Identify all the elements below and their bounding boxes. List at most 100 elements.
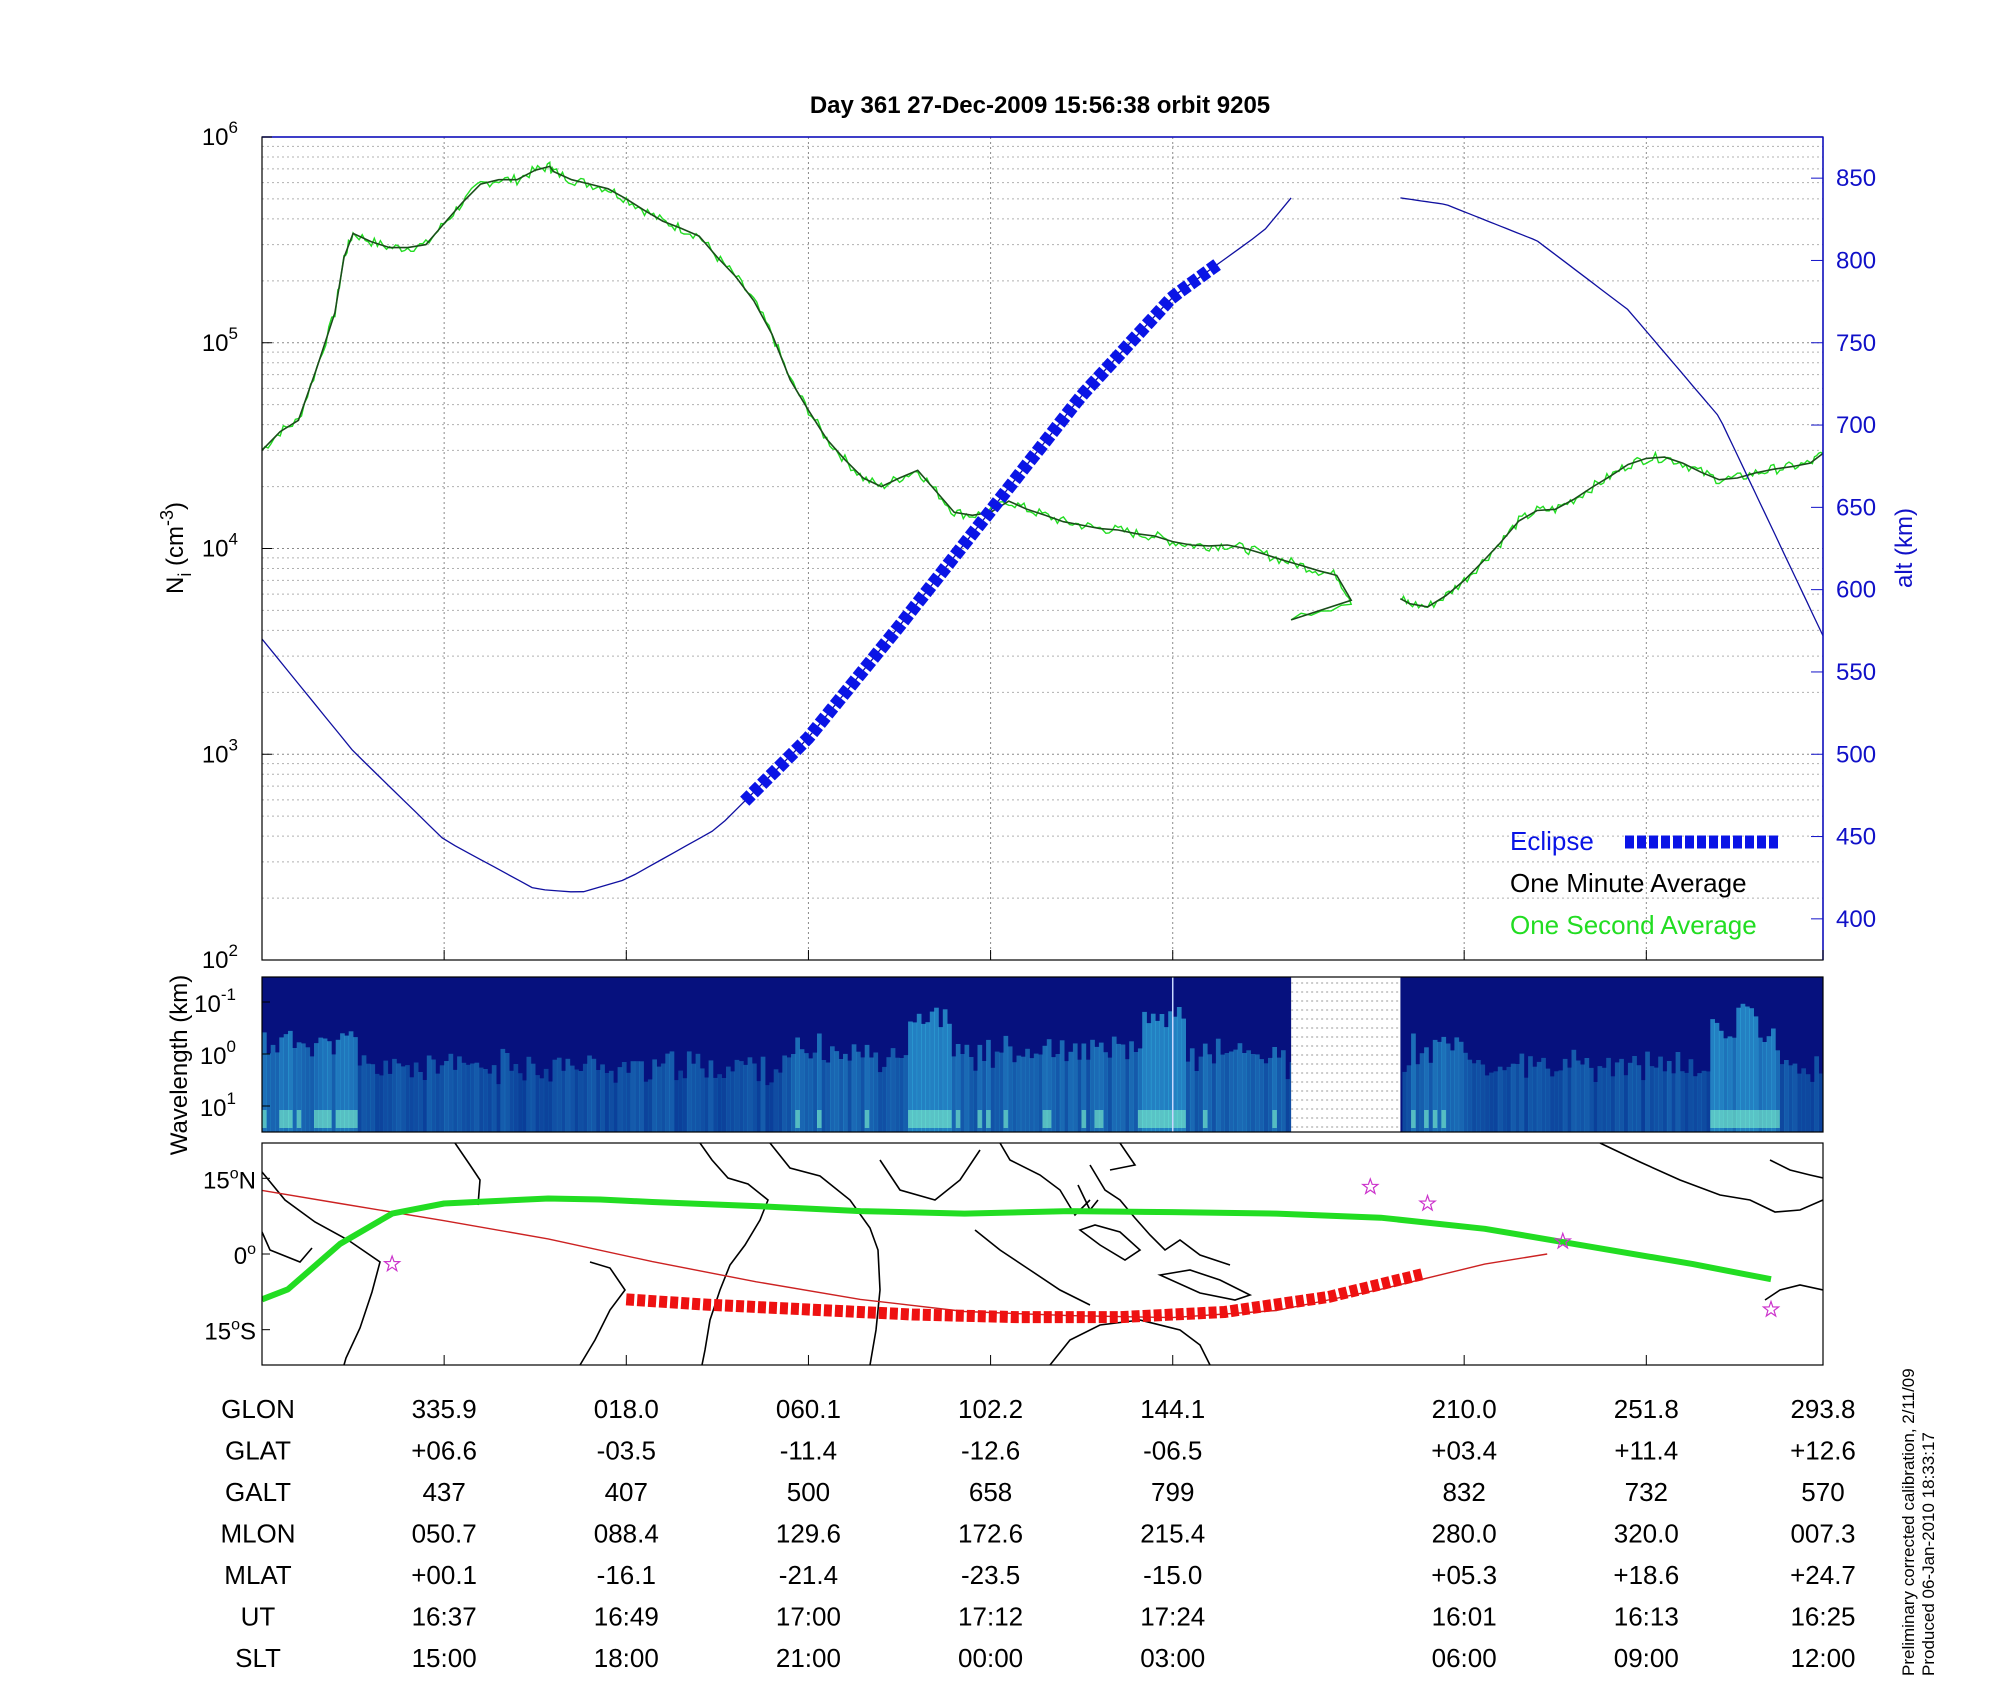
spectrogram-column: [1810, 1081, 1815, 1132]
spectrogram-hot-cell: [817, 1110, 822, 1128]
spectrogram-column: [1771, 1028, 1776, 1132]
spectrogram-column: [275, 1052, 280, 1132]
spectrogram-column: [331, 1054, 337, 1132]
spectrogram-hot-cell: [929, 1110, 935, 1128]
table-row-label: MLAT: [224, 1560, 292, 1590]
spectrogram-column: [864, 1044, 870, 1132]
spectrogram-column: [817, 1033, 822, 1132]
spectrogram-column: [708, 1060, 714, 1132]
spectrogram-column: [713, 1077, 718, 1132]
spectrogram-hot-cell: [1775, 1110, 1780, 1128]
tick-exponent: 6: [229, 118, 238, 137]
top-grid: [262, 137, 1824, 961]
spectrogram-column: [1432, 1039, 1438, 1132]
spectrogram-column: [357, 1065, 363, 1132]
spectrogram-column: [1055, 1054, 1061, 1132]
spectrogram-hot-cell: [977, 1110, 983, 1128]
spectrogram-column: [773, 1069, 779, 1132]
spectrogram-column: [1645, 1051, 1650, 1132]
lat-value: 0: [234, 1243, 247, 1270]
station-star-marker: [1761, 1299, 1781, 1318]
spectrogram-column: [439, 1065, 445, 1132]
spectrogram-column: [1085, 1059, 1091, 1132]
spectrogram-column: [1202, 1043, 1208, 1132]
map-tracks: [262, 1177, 1781, 1324]
spectrogram-column: [1176, 1007, 1182, 1132]
spectrogram-column: [678, 1070, 683, 1132]
spectrogram-column: [843, 1053, 848, 1132]
spectrogram-column: [1129, 1041, 1134, 1132]
spectrogram-column: [444, 1061, 449, 1132]
table-cell: 280.0: [1432, 1519, 1497, 1549]
spectrogram-column: [474, 1062, 480, 1132]
coast-japan: [1109, 1143, 1137, 1171]
table-row-label: SLT: [235, 1643, 281, 1673]
magnetic-equator-line: [262, 1195, 1772, 1303]
spectrogram-column: [1215, 1038, 1221, 1132]
spectrogram-column: [1406, 1065, 1412, 1132]
table-cell: +03.4: [1431, 1436, 1497, 1466]
spectrogram-column: [1476, 1060, 1481, 1132]
tick-base: 10: [200, 1095, 227, 1122]
table-cell: -16.1: [597, 1560, 656, 1590]
spectrogram-column: [1012, 1062, 1017, 1132]
spectrogram-column: [1597, 1066, 1603, 1132]
spectrogram-column: [1415, 1064, 1421, 1132]
tick-exponent: 3: [229, 735, 238, 754]
coast-south-america: [262, 1171, 381, 1365]
spectrogram-column: [951, 1056, 957, 1132]
spectrogram-column: [1098, 1042, 1104, 1132]
spectrogram-hot-cell: [955, 1110, 961, 1128]
spectrogram-hot-cell: [283, 1110, 289, 1128]
spectrogram-column: [1402, 1071, 1408, 1132]
spectrogram-hot-cell: [1163, 1110, 1169, 1128]
spectrogram-column: [1497, 1066, 1503, 1132]
spectrogram-column: [1801, 1068, 1806, 1132]
spectrogram-column: [1610, 1076, 1616, 1132]
map-tick-label: 0o: [234, 1241, 256, 1270]
spectrogram-hot-cell: [1150, 1110, 1156, 1128]
spectrogram-column: [1211, 1063, 1217, 1132]
spectrogram-column: [1116, 1043, 1121, 1132]
spectrogram-column: [1285, 1079, 1290, 1132]
spectrogram-column: [509, 1070, 514, 1132]
spectrogram-column: [1731, 1037, 1737, 1132]
tick-exponent: 4: [229, 530, 238, 549]
spectrogram-hot-cell: [1736, 1110, 1741, 1128]
table-cell: -21.4: [779, 1560, 838, 1590]
spectrogram-hot-cell: [1766, 1110, 1772, 1128]
spectrogram-column: [591, 1058, 597, 1132]
spectrogram-column: [955, 1044, 961, 1132]
spectrogram-column: [422, 1080, 428, 1132]
spectrogram-column: [1541, 1057, 1546, 1132]
spectrogram-hot-cell: [1771, 1110, 1776, 1128]
spectrogram-column: [960, 1054, 965, 1132]
spectrogram-column: [340, 1033, 345, 1132]
spectrogram-column: [756, 1081, 761, 1132]
left-tick-label: 105: [202, 324, 238, 357]
spectrogram-column: [348, 1031, 354, 1132]
spectrogram-column: [1103, 1052, 1108, 1132]
spectrogram-column: [301, 1043, 306, 1132]
lat-hemisphere: N: [239, 1167, 256, 1194]
coast-sumatra: [974, 1229, 1091, 1306]
coast-africa-west: [699, 1143, 769, 1365]
spectrogram-column: [886, 1057, 892, 1132]
spectrogram-column: [318, 1037, 324, 1132]
spectrogram-hot-cell: [1155, 1110, 1160, 1128]
spectrogram-column: [1454, 1037, 1460, 1132]
spectrogram-column: [604, 1073, 610, 1132]
right-tick-label: 600: [1836, 577, 1876, 604]
spectrogram-axis-label: Wavelength (km): [166, 975, 193, 1156]
legend-one-minute-label: One Minute Average: [1510, 868, 1747, 898]
spectrogram-column: [908, 1021, 913, 1132]
spectrogram-column: [1632, 1056, 1637, 1132]
table-cell: +24.7: [1790, 1560, 1856, 1590]
spectrogram-column: [1606, 1057, 1611, 1132]
spectrogram-column: [1571, 1049, 1577, 1132]
spectrogram-hot-cell: [1042, 1110, 1048, 1128]
table-cell: 17:24: [1140, 1602, 1205, 1632]
spectrogram-column: [1536, 1061, 1542, 1132]
